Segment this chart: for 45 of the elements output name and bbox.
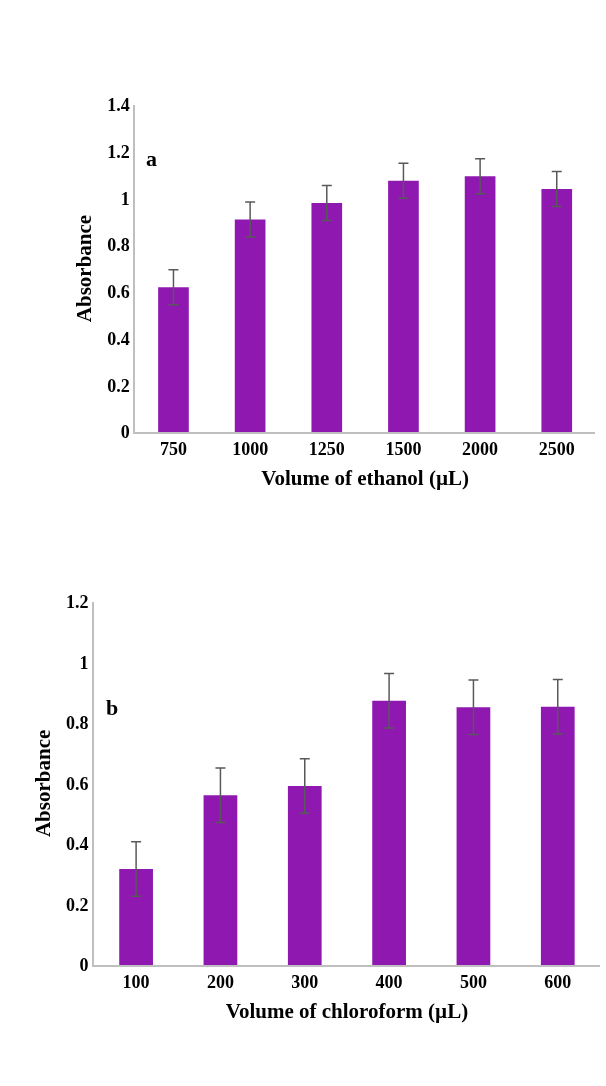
x-tick-label: 2500 [538, 439, 575, 460]
x-tick-label: 750 [159, 439, 187, 460]
x-axis-title: Volume of chloroform (µL) [225, 999, 469, 1024]
y-tick-label: 0 [79, 955, 89, 976]
x-axis-title: Volume of ethanol (µL) [261, 466, 470, 491]
y-axis-title: Absorbance [71, 214, 96, 323]
bar [540, 706, 575, 966]
bar [541, 189, 573, 433]
x-tick-label: 400 [375, 972, 403, 993]
bar [464, 176, 496, 433]
y-tick-label: 0.4 [66, 834, 89, 855]
y-tick-label: 0.8 [107, 235, 130, 256]
y-tick-label: 0.6 [66, 773, 89, 794]
y-tick-label: 0.2 [66, 894, 89, 915]
x-tick-label: 300 [291, 972, 319, 993]
bar [388, 180, 419, 433]
x-tick-label: 1000 [232, 439, 269, 460]
y-tick-label: 1 [120, 188, 130, 209]
bar [287, 786, 322, 966]
x-tick-label: 500 [459, 972, 487, 993]
y-tick-label: 0.8 [66, 713, 89, 734]
bar [234, 219, 266, 433]
y-axis-title: Absorbance [30, 729, 55, 838]
x-tick-label: 100 [122, 972, 150, 993]
bar [311, 203, 343, 433]
bar [456, 707, 491, 966]
x-tick-label: 200 [206, 972, 234, 993]
annotation: a [146, 146, 157, 171]
y-tick-label: 0 [120, 422, 130, 443]
y-tick-label: 1.2 [107, 141, 130, 162]
bar [372, 700, 406, 966]
x-tick-label: 1250 [308, 439, 345, 460]
y-tick-label: 0.4 [107, 328, 130, 349]
y-tick-label: 1.2 [66, 591, 89, 612]
y-tick-label: 0.6 [107, 282, 130, 303]
x-tick-label: 600 [544, 972, 572, 993]
y-tick-label: 0.2 [107, 375, 130, 396]
x-tick-label: 2000 [462, 439, 499, 460]
y-tick-label: 1.4 [107, 95, 130, 116]
x-tick-label: 1500 [385, 439, 422, 460]
bar [203, 795, 238, 966]
y-tick-label: 1 [79, 652, 89, 673]
annotation: b [106, 695, 119, 720]
bar [158, 287, 189, 433]
bar [119, 869, 153, 966]
